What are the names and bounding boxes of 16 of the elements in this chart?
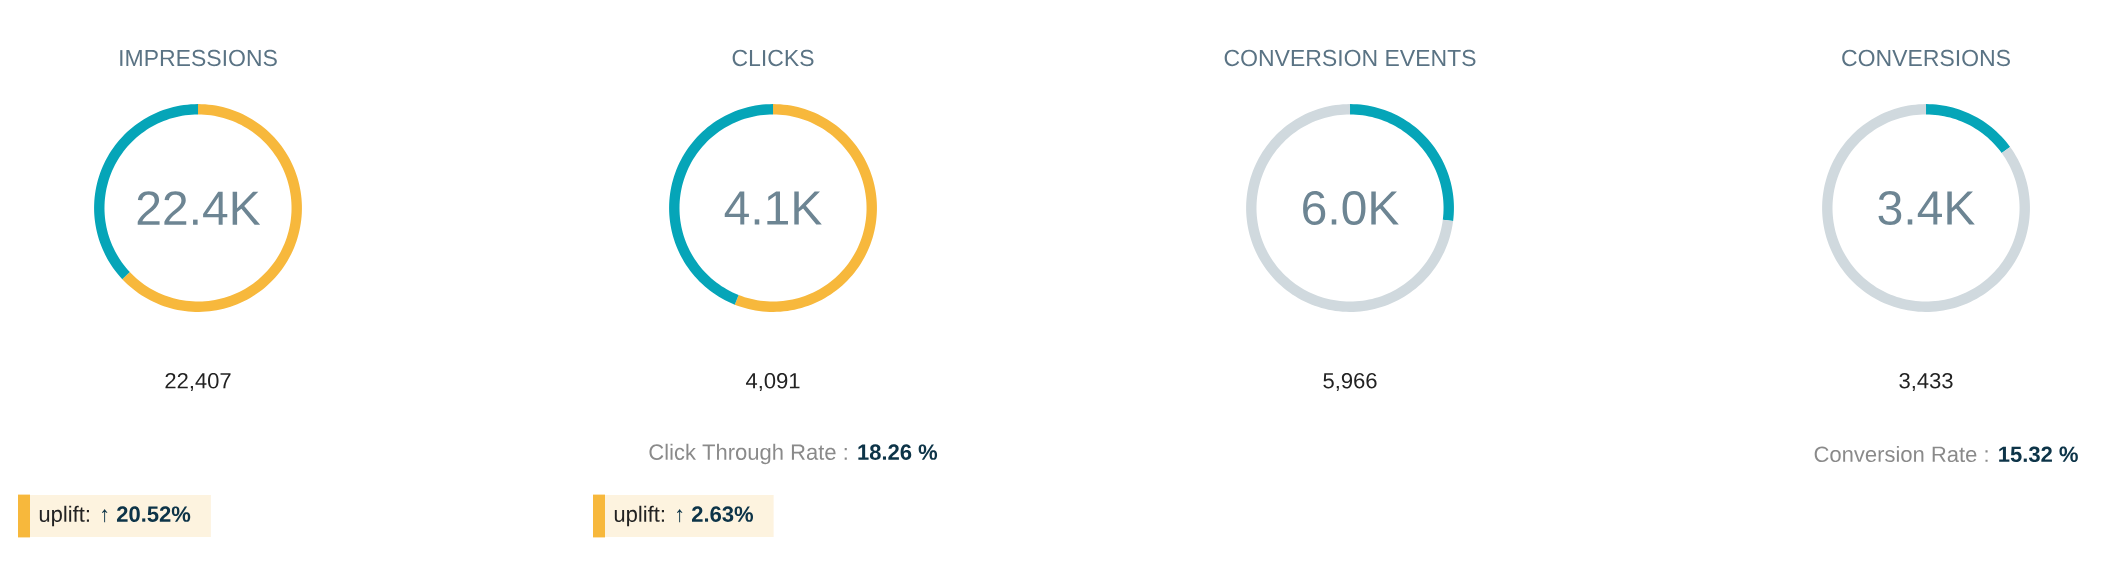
text: 4,091 xyxy=(745,372,800,392)
text: 22.4K xyxy=(137,191,261,225)
text: 6.0K xyxy=(1303,191,1399,225)
text: Conversion Rate : 15.32 % xyxy=(1814,445,2078,463)
text: 4.1K xyxy=(724,191,822,225)
text: 3.4K xyxy=(1878,191,1975,225)
text: Click Through Rate : 18.26 % xyxy=(649,443,938,465)
text: 3,433 xyxy=(1899,372,1953,392)
chart-title: CONVERSIONS xyxy=(1842,49,2010,67)
text: 5,966 xyxy=(1323,372,1377,392)
chart-title: CLICKS xyxy=(732,49,814,67)
text: uplift: ↑ 2.63% xyxy=(614,505,754,527)
text: 22,407 xyxy=(165,372,231,392)
chart-title: CONVERSION EVENTS xyxy=(1224,49,1476,67)
chart-title: IMPRESSIONS xyxy=(120,49,277,67)
text: uplift: ↑ 20.52% xyxy=(39,505,191,527)
